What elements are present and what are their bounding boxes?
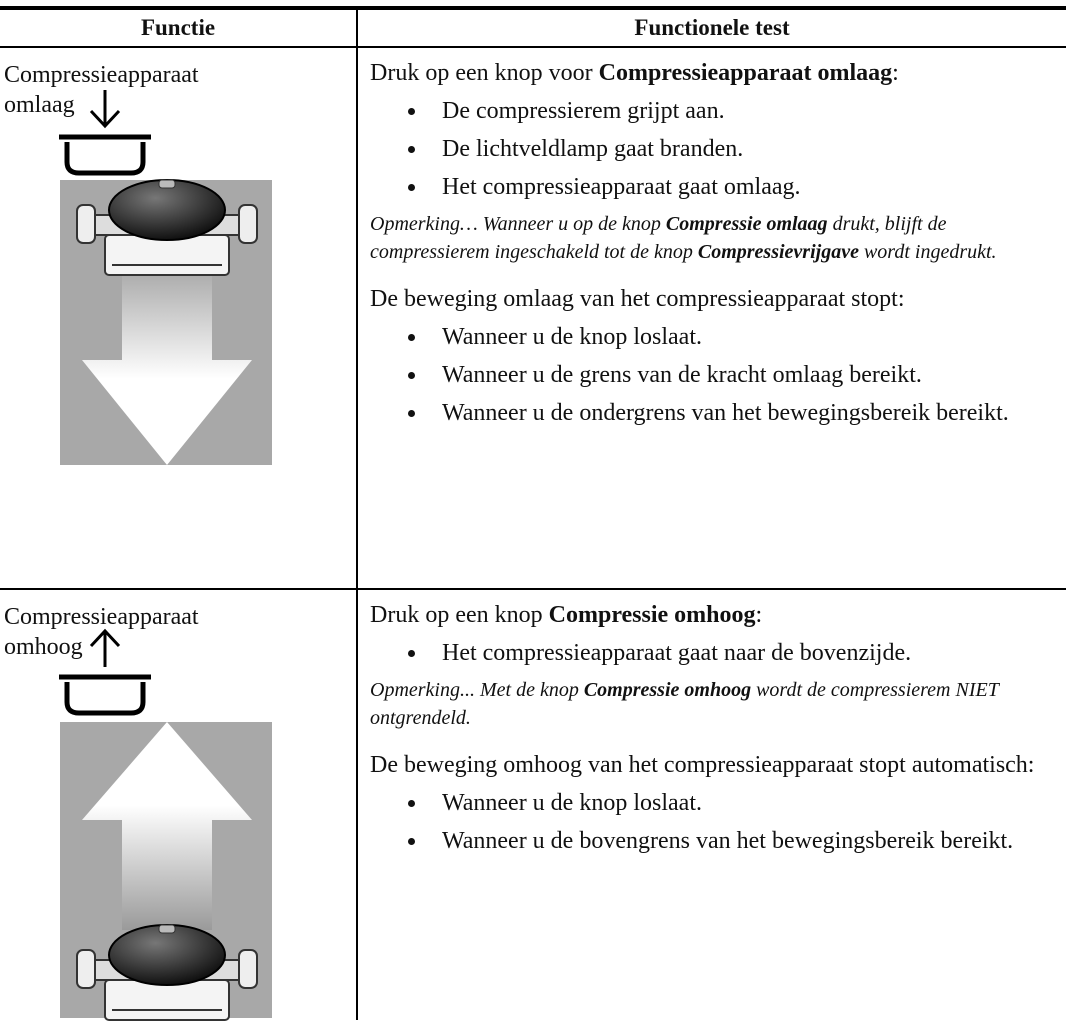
test-cell: Druk op een knop Compressie omhoog: Het c… <box>356 589 1066 1020</box>
header-cell: Functionele test <box>356 8 1066 48</box>
bold-text: Compressieapparaat omlaag <box>598 60 893 86</box>
bullet-list: Wanneer u de knop loslaat. Wanneer u de b… <box>370 788 1058 856</box>
bullet-item: Wanneer u de grens van de kracht omlaag … <box>428 360 1058 390</box>
bullet-item: Wanneer u de bovengrens van het beweging… <box>428 826 1058 856</box>
bullet-item: Het compressieapparaat gaat omlaag. <box>428 172 1058 202</box>
bullet-list: Het compressieapparaat gaat naar de bove… <box>370 638 1058 668</box>
bullet-item: Het compressieapparaat gaat naar de bove… <box>428 638 1058 668</box>
bullet-list: Wanneer u de knop loslaat. Wanneer u de g… <box>370 322 1058 428</box>
function-cell: Compressieapparaat omhoog <box>0 589 357 1020</box>
bullet-item: De compressierem grijpt aan. <box>428 96 1058 126</box>
text: Opmerking... Met de knop <box>370 679 584 701</box>
table-row: Compressieapparaat omhoog Druk op een kno… <box>0 589 1066 1020</box>
text: wordt de compressierem NIET ontgrendeld. <box>370 679 999 729</box>
bold-text: Compressievrijgave <box>697 241 859 263</box>
function-name: Compressieapparaat omlaag <box>4 62 199 118</box>
text: De beweging omhoog van het compressieapp… <box>370 752 1035 778</box>
paragraph: Druk op een knop Compressie omhoog: <box>370 600 1058 630</box>
text: drukt, blijft de compressierem ingeschak… <box>370 213 947 263</box>
bullet-item: De lichtveldlamp gaat branden. <box>428 134 1058 164</box>
bold-text: Compressie omhoog <box>583 679 752 701</box>
text: : <box>892 60 899 86</box>
text: De beweging omlaag van het compressieapp… <box>370 286 905 312</box>
paragraph: De beweging omhoog van het compressieapp… <box>370 750 1058 780</box>
function-table: Functie Functionele test Compressieappar… <box>0 6 1066 1020</box>
paragraph: Druk op een knop voor Compressieapparaat… <box>370 58 1058 88</box>
text: Druk op een knop <box>370 602 549 628</box>
text: Druk op een knop voor <box>370 60 599 86</box>
bullet-list: De compressierem grijpt aan. De lichtveld… <box>370 96 1058 202</box>
note: Opmerking... Met de knop Compressie omho… <box>370 676 1058 732</box>
table-body: Compressieapparaat omlaag Druk op een kno… <box>0 47 1066 1020</box>
bullet-item: Wanneer u de knop loslaat. <box>428 788 1058 818</box>
test-cell: Druk op een knop voor Compressieapparaat… <box>356 47 1066 590</box>
bold-text: Compressie omhoog <box>548 602 756 628</box>
header-cell: Functie <box>0 8 357 48</box>
paragraph: De beweging omlaag van het compressieapp… <box>370 284 1058 314</box>
text: Opmerking… Wanneer u op de knop <box>370 213 666 235</box>
function-name: Compressieapparaat omhoog <box>4 604 199 660</box>
bullet-item: Wanneer u de ondergrens van het beweging… <box>428 398 1058 428</box>
bullet-item: Wanneer u de knop loslaat. <box>428 322 1058 352</box>
bold-text: Compressie omlaag <box>665 213 828 235</box>
header-row: Functie Functionele test <box>0 8 1066 48</box>
function-cell: Compressieapparaat omlaag <box>0 47 357 590</box>
text: : <box>755 602 763 628</box>
text: wordt ingedrukt. <box>858 241 997 263</box>
table-row: Compressieapparaat omlaag Druk op een kno… <box>0 47 1066 590</box>
note: Opmerking… Wanneer u op de knop Compress… <box>370 210 1058 266</box>
